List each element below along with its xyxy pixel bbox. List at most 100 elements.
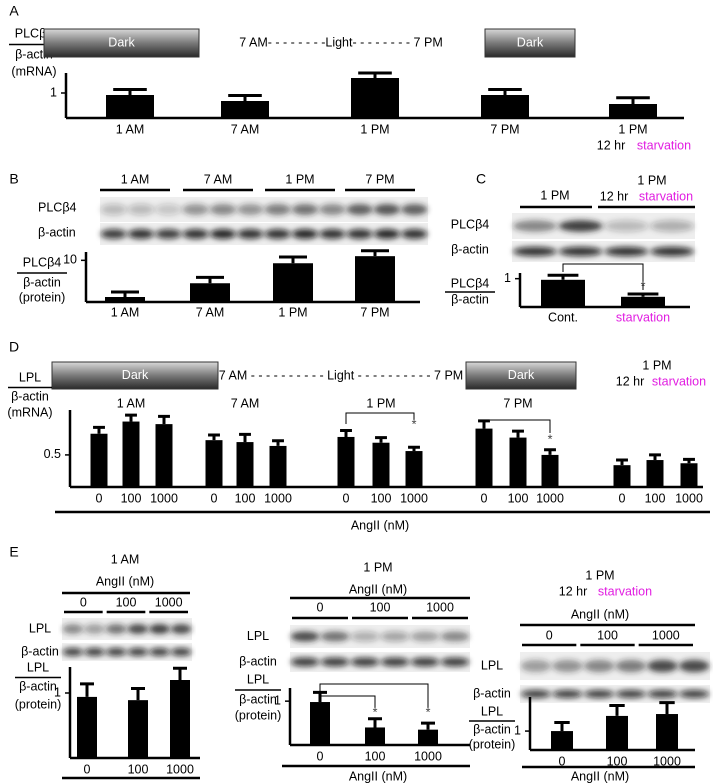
bar <box>646 460 664 487</box>
lane-label: 1000 <box>652 628 680 642</box>
period-label: 7 AM - - - - - - - - - - Light - - - - -… <box>219 368 463 382</box>
blot-band <box>182 204 209 215</box>
error-bar <box>554 721 570 732</box>
x-tick-label: 0 <box>84 762 91 776</box>
blot-band <box>647 659 678 673</box>
x-tick-label: 0 <box>619 491 626 505</box>
x-tick-label: 0 <box>481 491 488 505</box>
bar <box>273 263 313 302</box>
error-bar <box>239 432 251 443</box>
blot-band <box>100 229 127 239</box>
dark-period <box>43 28 200 58</box>
blot-band <box>678 659 710 673</box>
blot-label: β-actin <box>38 225 76 239</box>
y-tick-label: 1 <box>514 723 521 737</box>
blot-band <box>440 657 470 667</box>
blot-band <box>380 657 410 667</box>
error-bar <box>544 448 556 455</box>
lane-label: 1 PM <box>637 173 666 187</box>
bar <box>128 700 148 758</box>
blot-band <box>170 624 192 634</box>
error-bar <box>408 445 420 452</box>
significance-mark: * <box>373 705 378 719</box>
blot-band <box>604 220 649 232</box>
x-tick-label: 100 <box>371 491 392 505</box>
error-bar <box>421 721 435 730</box>
bar <box>122 421 140 487</box>
x-tick-label: 1000 <box>264 491 292 505</box>
blot-band <box>209 204 237 215</box>
y-axis-label: β-actin <box>19 679 57 693</box>
dark-period <box>484 28 576 58</box>
error-bar <box>340 429 352 437</box>
blot-band <box>520 690 552 698</box>
blot-band <box>209 229 237 239</box>
x-tick-label: 1000 <box>653 754 681 768</box>
bar <box>337 436 355 487</box>
error-bar <box>173 666 187 680</box>
blot-band <box>401 229 428 239</box>
panel-letter: A <box>9 3 19 19</box>
blot-label: β-actin <box>473 686 511 700</box>
group-label: 7 AM <box>231 396 260 410</box>
x-tick-label: 100 <box>607 754 628 768</box>
x-tick-label: 7 AM <box>231 122 260 136</box>
group-label: 1 PM <box>366 396 395 410</box>
blot-band <box>650 220 695 232</box>
error-bar <box>125 413 137 422</box>
error-bar <box>358 71 392 78</box>
blot-band <box>552 659 583 673</box>
x-tick-label: starvation <box>616 310 670 324</box>
bar <box>170 680 190 758</box>
lane-label: 0 <box>546 628 553 642</box>
bar <box>606 715 628 750</box>
y-axis-label: β-actin <box>15 47 53 61</box>
bar <box>221 101 269 118</box>
bar <box>541 454 559 487</box>
bar <box>509 437 527 487</box>
y-axis-label: β-actin <box>23 275 61 289</box>
panel-letter: D <box>9 339 19 355</box>
y-tick-label: 1 <box>50 85 57 99</box>
error-bar <box>512 429 524 438</box>
blot-band <box>615 690 647 698</box>
blot-band <box>552 690 583 698</box>
significance-bracket <box>345 412 415 424</box>
lane-label: 1 AM <box>121 172 150 186</box>
y-axis-label: LPL <box>247 672 269 686</box>
blot <box>520 685 710 703</box>
blot-band <box>155 229 182 239</box>
x-tick-label: 1000 <box>675 491 703 505</box>
error-bar <box>131 686 145 701</box>
bar <box>190 283 230 302</box>
error-bar <box>649 453 661 461</box>
bar <box>656 714 678 750</box>
lane-label: 1 PM <box>540 188 569 202</box>
blot-band <box>346 229 373 239</box>
bar <box>405 451 423 487</box>
x-tick-label: 0 <box>317 749 324 763</box>
blot <box>520 652 710 680</box>
blot-band <box>170 648 192 656</box>
significance-bracket <box>490 419 551 433</box>
y-axis-label: β-actin <box>239 692 277 706</box>
y-axis-label: PLCβ4 <box>23 255 62 269</box>
blot-band <box>84 648 105 656</box>
bar <box>351 78 399 118</box>
lane-label: 7 AM <box>204 172 233 186</box>
bar <box>205 440 223 487</box>
blot-band <box>410 657 440 667</box>
bar <box>310 702 330 745</box>
error-bar <box>279 255 307 264</box>
blot-band <box>678 690 710 698</box>
y-axis-label: PLCβ4 <box>451 276 490 290</box>
dark-period <box>51 361 219 390</box>
bar <box>541 279 585 307</box>
y-axis-label: LPL <box>27 660 49 674</box>
header-label: AngII (nM) <box>349 582 407 596</box>
x-tick-label: 1000 <box>166 762 194 776</box>
y-axis-label: β-actin <box>451 292 489 306</box>
error-bar <box>547 273 579 280</box>
x-tick-label: 7 PM <box>360 305 389 319</box>
